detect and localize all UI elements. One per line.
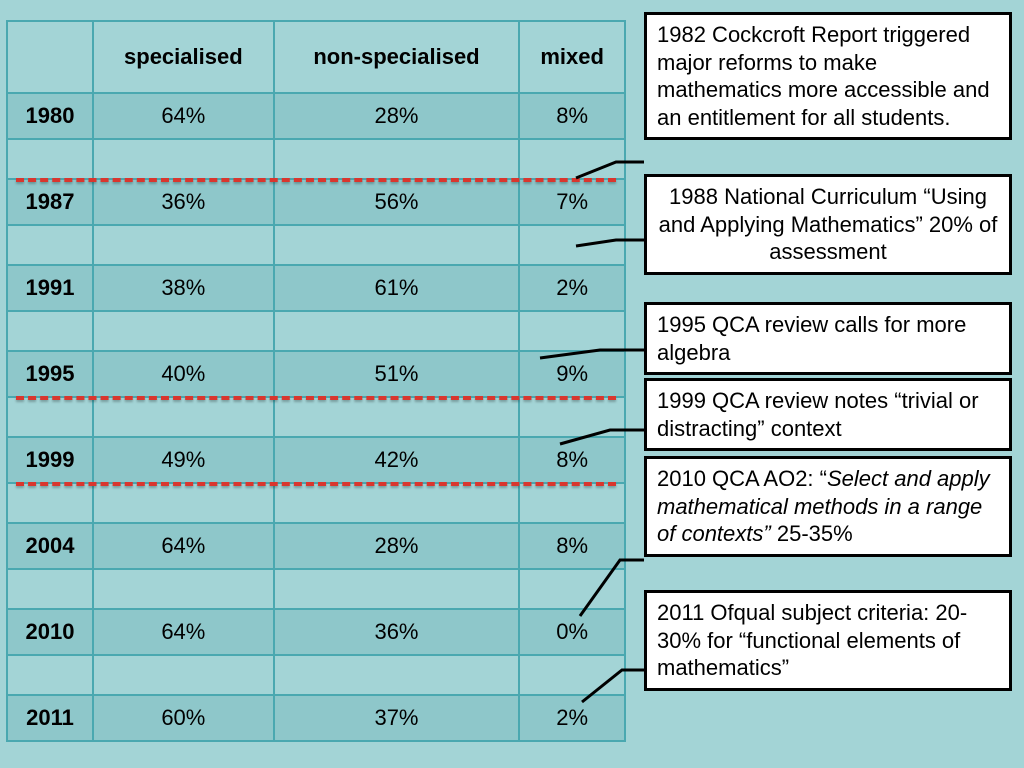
callout-1982: 1982 Cockcroft Report triggered major re… xyxy=(644,12,1012,140)
cell: 36% xyxy=(274,609,520,655)
spacer-row xyxy=(7,139,625,179)
year-cell: 2011 xyxy=(7,695,93,741)
col-specialised: specialised xyxy=(93,21,274,93)
cell: 64% xyxy=(93,523,274,569)
year-cell: 1987 xyxy=(7,179,93,225)
cell: 56% xyxy=(274,179,520,225)
callout-tail-icon xyxy=(576,150,648,190)
cell: 37% xyxy=(274,695,520,741)
callout-tail-icon xyxy=(582,660,648,710)
col-nonspecialised: non-specialised xyxy=(274,21,520,93)
table-row: 2004 64% 28% 8% xyxy=(7,523,625,569)
cell: 61% xyxy=(274,265,520,311)
year-cell: 1995 xyxy=(7,351,93,397)
callout-tail-icon xyxy=(576,230,648,260)
callout-tail-icon xyxy=(540,340,648,370)
cell: 60% xyxy=(93,695,274,741)
cell: 8% xyxy=(519,93,625,139)
dashed-divider xyxy=(16,482,616,486)
year-cell: 1980 xyxy=(7,93,93,139)
spacer-row xyxy=(7,311,625,351)
table-row: 1980 64% 28% 8% xyxy=(7,93,625,139)
cell: 28% xyxy=(274,93,520,139)
callout-text: 1982 Cockcroft Report triggered major re… xyxy=(657,22,990,130)
callout-tail-icon xyxy=(580,550,648,620)
cell: 40% xyxy=(93,351,274,397)
cell: 2% xyxy=(519,265,625,311)
table-row: 1987 36% 56% 7% xyxy=(7,179,625,225)
year-cell: 1991 xyxy=(7,265,93,311)
cell: 49% xyxy=(93,437,274,483)
cell: 28% xyxy=(274,523,520,569)
table-row: 1995 40% 51% 9% xyxy=(7,351,625,397)
cell: 51% xyxy=(274,351,520,397)
data-table: specialised non-specialised mixed 1980 6… xyxy=(6,20,626,742)
spacer-row xyxy=(7,397,625,437)
callout-2010: 2010 QCA AO2: “Select and apply mathemat… xyxy=(644,456,1012,557)
callout-text: 1999 QCA review notes “trivial or distra… xyxy=(657,388,979,441)
spacer-row xyxy=(7,225,625,265)
spacer-row xyxy=(7,655,625,695)
cell: 64% xyxy=(93,93,274,139)
dashed-divider xyxy=(16,178,616,182)
callout-2011: 2011 Ofqual subject criteria: 20-30% for… xyxy=(644,590,1012,691)
table-row: 1991 38% 61% 2% xyxy=(7,265,625,311)
col-blank xyxy=(7,21,93,93)
year-cell: 2010 xyxy=(7,609,93,655)
year-cell: 1999 xyxy=(7,437,93,483)
cell: 42% xyxy=(274,437,520,483)
table-row: 2011 60% 37% 2% xyxy=(7,695,625,741)
cell: 64% xyxy=(93,609,274,655)
spacer-row xyxy=(7,483,625,523)
callout-text: 1995 QCA review calls for more algebra xyxy=(657,312,966,365)
callout-text: 1988 National Curriculum “Using and Appl… xyxy=(659,184,998,264)
callout-1999: 1999 QCA review notes “trivial or distra… xyxy=(644,378,1012,451)
cell: 36% xyxy=(93,179,274,225)
spacer-row xyxy=(7,569,625,609)
callout-tail-icon xyxy=(560,420,648,450)
callout-1995: 1995 QCA review calls for more algebra xyxy=(644,302,1012,375)
col-mixed: mixed xyxy=(519,21,625,93)
cell: 38% xyxy=(93,265,274,311)
callout-text: 2010 QCA AO2: “Select and apply mathemat… xyxy=(657,466,990,546)
table-row: 2010 64% 36% 0% xyxy=(7,609,625,655)
callout-1988: 1988 National Curriculum “Using and Appl… xyxy=(644,174,1012,275)
table-row: 1999 49% 42% 8% xyxy=(7,437,625,483)
callout-text: 2011 Ofqual subject criteria: 20-30% for… xyxy=(657,600,967,680)
table-header-row: specialised non-specialised mixed xyxy=(7,21,625,93)
dashed-divider xyxy=(16,396,616,400)
year-cell: 2004 xyxy=(7,523,93,569)
